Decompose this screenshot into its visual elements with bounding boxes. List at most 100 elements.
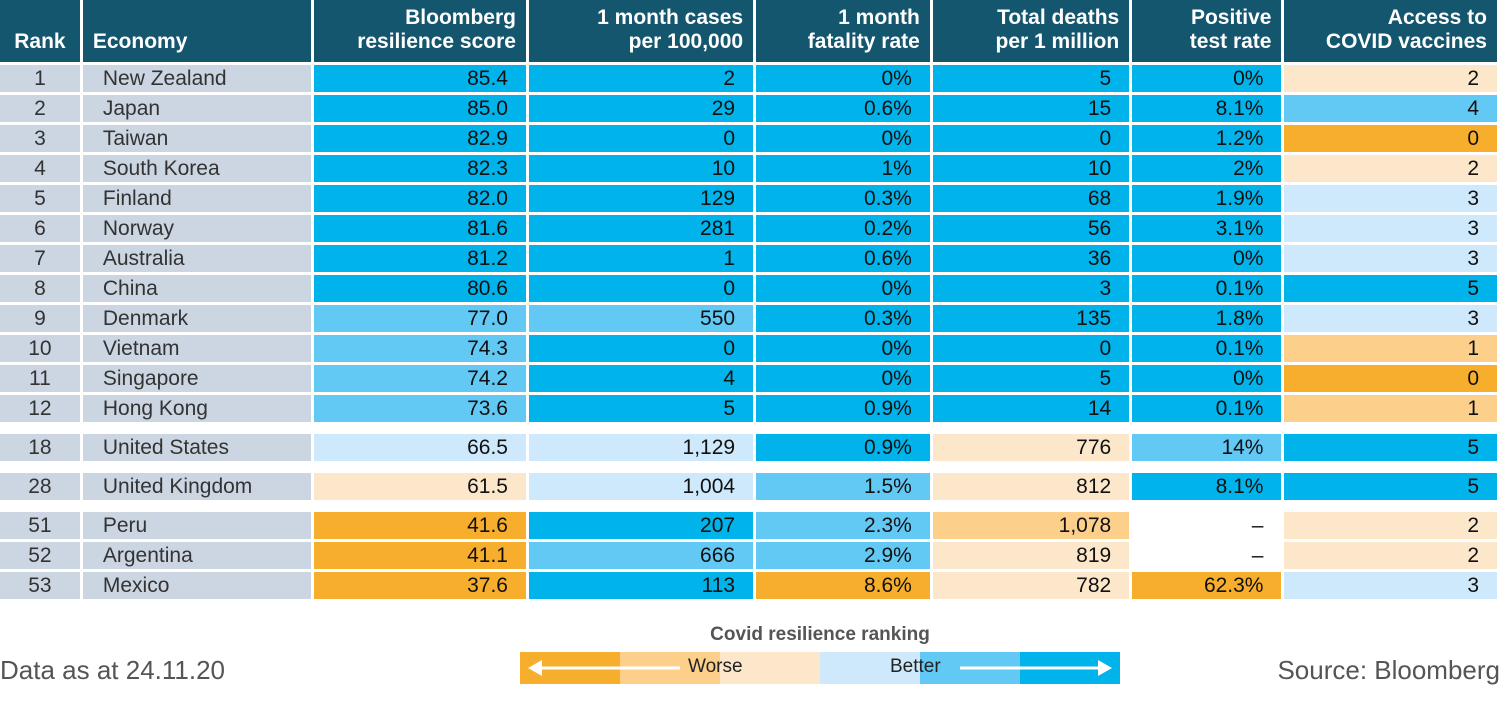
value-cell: 0 bbox=[528, 125, 754, 152]
value-cell: 113 bbox=[528, 572, 754, 599]
value-cell: 29 bbox=[528, 95, 754, 122]
rank-cell: 18 bbox=[0, 434, 80, 461]
economy-cell: Denmark bbox=[82, 305, 312, 332]
value-cell: 0.9% bbox=[756, 434, 930, 461]
value-cell: 2.9% bbox=[756, 542, 930, 569]
value-cell: 82.3 bbox=[314, 155, 526, 182]
value-cell: 14 bbox=[932, 395, 1130, 422]
value-cell: 0% bbox=[1132, 65, 1282, 92]
economy-cell: United States bbox=[82, 434, 312, 461]
value-cell: 1.5% bbox=[756, 473, 930, 500]
value-cell: 5 bbox=[1284, 275, 1497, 302]
value-cell: 2% bbox=[1132, 155, 1282, 182]
value-cell: 1,004 bbox=[528, 473, 754, 500]
column-header-line: 1 month bbox=[838, 6, 920, 29]
table-header-row: Rank Economy Bloomberg resilience score 1 mo… bbox=[0, 0, 1497, 62]
value-cell: 5 bbox=[528, 395, 754, 422]
value-cell: 66.5 bbox=[314, 434, 526, 461]
value-cell: 82.9 bbox=[314, 125, 526, 152]
economy-cell: South Korea bbox=[82, 155, 312, 182]
rank-cell: 52 bbox=[0, 542, 80, 569]
value-cell: 68 bbox=[932, 185, 1130, 212]
column-header-line: per 1 million bbox=[995, 30, 1120, 53]
better-arrow-icon bbox=[960, 660, 1112, 676]
value-cell: 74.3 bbox=[314, 335, 526, 362]
worse-arrow-icon bbox=[528, 660, 680, 676]
value-cell: 0% bbox=[756, 65, 930, 92]
value-cell: 1 bbox=[1284, 395, 1497, 422]
table-row: 9 Denmark 77.0 550 0.3% 135 1.8% 3 bbox=[0, 305, 1497, 332]
value-cell: 14% bbox=[1132, 434, 1282, 461]
column-header-line: Positive bbox=[1190, 6, 1272, 29]
column-header-line: per 100,000 bbox=[628, 30, 744, 53]
value-cell: 819 bbox=[932, 542, 1130, 569]
value-cell: 82.0 bbox=[314, 185, 526, 212]
table-row: 53 Mexico 37.6 113 8.6% 782 62.3% 3 bbox=[0, 572, 1497, 599]
value-cell: 2 bbox=[1284, 512, 1497, 539]
value-cell: 0% bbox=[756, 335, 930, 362]
value-cell: 81.2 bbox=[314, 245, 526, 272]
value-cell: – bbox=[1132, 512, 1282, 539]
table-row: 5 Finland 82.0 129 0.3% 68 1.9% 3 bbox=[0, 185, 1497, 212]
rank-cell: 4 bbox=[0, 155, 80, 182]
table-row: 8 China 80.6 0 0% 3 0.1% 5 bbox=[0, 275, 1497, 302]
value-cell: 5 bbox=[1284, 434, 1497, 461]
column-header: Total deaths per 1 million bbox=[932, 0, 1130, 62]
value-cell: 5 bbox=[932, 365, 1130, 392]
value-cell: 0 bbox=[932, 125, 1130, 152]
economy-cell: Taiwan bbox=[82, 125, 312, 152]
rank-cell: 51 bbox=[0, 512, 80, 539]
value-cell: 10 bbox=[932, 155, 1130, 182]
table-row: 11 Singapore 74.2 4 0% 5 0% 0 bbox=[0, 365, 1497, 392]
column-header: 1 month cases per 100,000 bbox=[528, 0, 754, 62]
value-cell: 3 bbox=[1284, 305, 1497, 332]
value-cell: 1.2% bbox=[1132, 125, 1282, 152]
value-cell: 281 bbox=[528, 215, 754, 242]
value-cell: 3.1% bbox=[1132, 215, 1282, 242]
value-cell: 5 bbox=[932, 65, 1130, 92]
legend-swatch-w3 bbox=[720, 652, 820, 684]
value-cell: 550 bbox=[528, 305, 754, 332]
economy-cell: China bbox=[82, 275, 312, 302]
value-cell: 8.1% bbox=[1132, 95, 1282, 122]
economy-cell: Argentina bbox=[82, 542, 312, 569]
row-gap-cell bbox=[0, 425, 1497, 431]
value-cell: 2 bbox=[528, 65, 754, 92]
value-cell: 0.1% bbox=[1132, 395, 1282, 422]
legend-worse-label: Worse bbox=[688, 656, 743, 677]
value-cell: 812 bbox=[932, 473, 1130, 500]
value-cell: 36 bbox=[932, 245, 1130, 272]
column-header: Bloomberg resilience score bbox=[314, 0, 526, 62]
table-row: 3 Taiwan 82.9 0 0% 0 1.2% 0 bbox=[0, 125, 1497, 152]
value-cell: 2 bbox=[1284, 65, 1497, 92]
value-cell: 85.4 bbox=[314, 65, 526, 92]
table-row: 28 United Kingdom 61.5 1,004 1.5% 812 8.1% 5 bbox=[0, 473, 1497, 500]
value-cell: 3 bbox=[1284, 572, 1497, 599]
value-cell: 3 bbox=[1284, 215, 1497, 242]
column-header: Access to COVID vaccines bbox=[1284, 0, 1497, 62]
column-header-line: Economy bbox=[92, 30, 188, 53]
value-cell: 0 bbox=[528, 275, 754, 302]
row-gap bbox=[0, 503, 1497, 509]
rank-cell: 53 bbox=[0, 572, 80, 599]
economy-cell: United Kingdom bbox=[82, 473, 312, 500]
value-cell: 0.6% bbox=[756, 245, 930, 272]
rank-cell: 1 bbox=[0, 65, 80, 92]
legend-title: Covid resilience ranking bbox=[710, 624, 930, 645]
value-cell: 10 bbox=[528, 155, 754, 182]
rank-cell: 2 bbox=[0, 95, 80, 122]
value-cell: 0.3% bbox=[756, 185, 930, 212]
value-cell: 0.6% bbox=[756, 95, 930, 122]
column-header: 1 month fatality rate bbox=[756, 0, 930, 62]
table-row: 51 Peru 41.6 207 2.3% 1,078–2 bbox=[0, 512, 1497, 539]
table-row: 18 United States 66.5 1,129 0.9% 776 14% 5 bbox=[0, 434, 1497, 461]
value-cell: 782 bbox=[932, 572, 1130, 599]
value-cell: 2 bbox=[1284, 542, 1497, 569]
value-cell: 8.1% bbox=[1132, 473, 1282, 500]
column-header-line: Rank bbox=[14, 30, 66, 53]
column-header-line: fatality rate bbox=[807, 30, 920, 53]
legend-swatch-b3 bbox=[820, 652, 920, 684]
value-cell: 61.5 bbox=[314, 473, 526, 500]
economy-cell: Singapore bbox=[82, 365, 312, 392]
value-cell: 0 bbox=[1284, 125, 1497, 152]
